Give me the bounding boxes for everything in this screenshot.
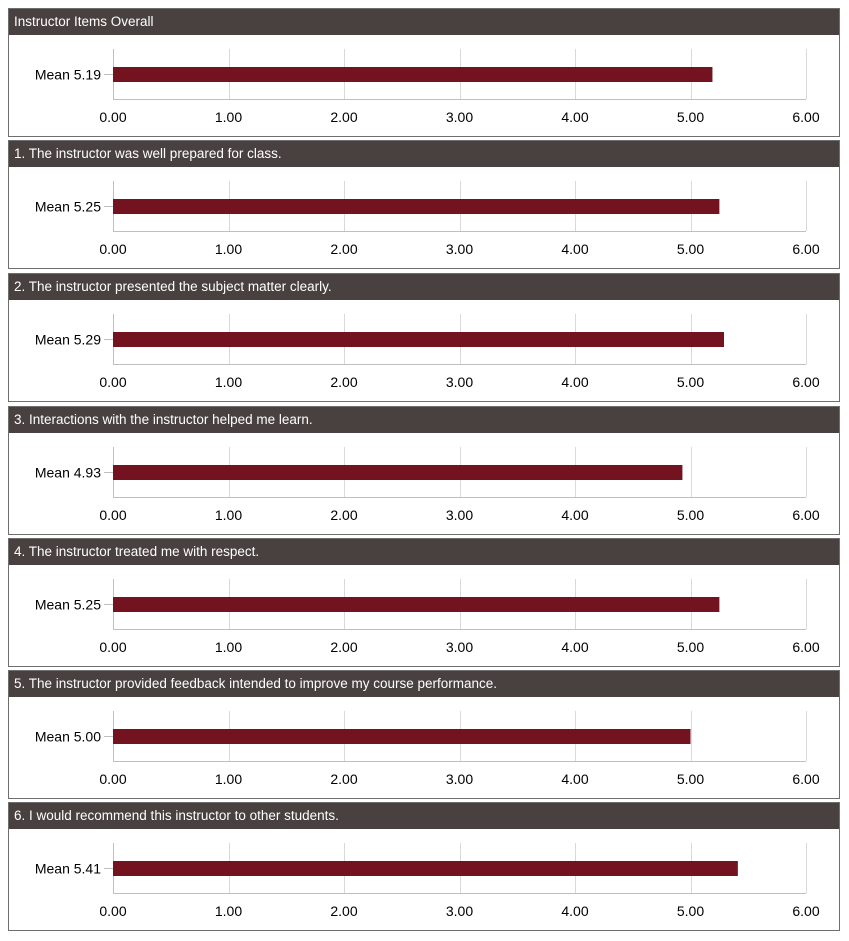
x-tick-label: 4.00	[561, 241, 588, 257]
chart-panel: 2. The instructor presented the subject …	[8, 273, 840, 402]
x-tick-label: 6.00	[792, 903, 819, 919]
x-tick-label: 5.00	[677, 639, 704, 655]
x-tick-label: 4.00	[561, 374, 588, 390]
x-tick-label: 6.00	[792, 639, 819, 655]
bar	[113, 67, 713, 82]
x-tick-label: 1.00	[215, 771, 242, 787]
x-tick-label: 4.00	[561, 639, 588, 655]
bar-chart: 0.00 1.00 2.00 3.00 4.00 5.00 6.00 Mean 5.25	[35, 181, 820, 257]
x-tick-label: 0.00	[99, 109, 126, 125]
x-tick-label: 0.00	[99, 771, 126, 787]
x-tick-label: 0.00	[99, 507, 126, 523]
chart-title: 5. The instructor provided feedback inte…	[9, 671, 839, 697]
x-tick-label: 6.00	[792, 374, 819, 390]
bar-chart: 0.00 1.00 2.00 3.00 4.00 5.00 6.00 Mean 5.41	[35, 843, 820, 919]
chart-panel: 4. The instructor treated me with respec…	[8, 538, 840, 667]
x-tick-label: 0.00	[99, 903, 126, 919]
x-tick-label: 0.00	[99, 639, 126, 655]
chart-panel: 1. The instructor was well prepared for …	[8, 140, 840, 269]
x-tick-label: 1.00	[215, 374, 242, 390]
chart-title: 1. The instructor was well prepared for …	[9, 141, 839, 167]
bar-chart: 0.00 1.00 2.00 3.00 4.00 5.00 6.00 Mean 5.25	[35, 579, 820, 655]
category-label: Mean 5.00	[35, 729, 101, 745]
category-label: Mean 5.25	[35, 597, 101, 613]
chart-panel: 5. The instructor provided feedback inte…	[8, 670, 840, 799]
bar-chart: 0.00 1.00 2.00 3.00 4.00 5.00 6.00 Mean 4.93	[35, 447, 820, 523]
x-tick-label: 2.00	[330, 374, 357, 390]
x-tick-label: 1.00	[215, 109, 242, 125]
x-tick-label: 0.00	[99, 241, 126, 257]
bar	[113, 729, 691, 744]
bar	[113, 465, 683, 480]
x-tick-label: 2.00	[330, 507, 357, 523]
x-tick-label: 5.00	[677, 903, 704, 919]
x-tick-label: 5.00	[677, 109, 704, 125]
x-tick-label: 6.00	[792, 771, 819, 787]
x-tick-label: 1.00	[215, 903, 242, 919]
x-tick-label: 4.00	[561, 903, 588, 919]
x-tick-label: 4.00	[561, 109, 588, 125]
chart-title: 3. Interactions with the instructor help…	[9, 407, 839, 433]
x-tick-label: 6.00	[792, 241, 819, 257]
chart-title: Instructor Items Overall	[9, 9, 839, 35]
x-tick-label: 3.00	[446, 903, 473, 919]
category-label: Mean 5.29	[35, 332, 101, 348]
bar-chart: 0.00 1.00 2.00 3.00 4.00 5.00 6.00 Mean 5.29	[35, 314, 820, 390]
x-tick-label: 2.00	[330, 903, 357, 919]
chart-panel: Instructor Items Overall 0.00 1.00 2.00 3.0…	[8, 8, 840, 137]
x-tick-label: 5.00	[677, 241, 704, 257]
bar-chart: 0.00 1.00 2.00 3.00 4.00 5.00 6.00 Mean 5.00	[35, 711, 820, 787]
bar	[113, 199, 720, 214]
x-tick-label: 2.00	[330, 771, 357, 787]
bar-chart: 0.00 1.00 2.00 3.00 4.00 5.00 6.00 Mean 5.19	[35, 49, 820, 125]
chart-title: 4. The instructor treated me with respec…	[9, 539, 839, 565]
category-label: Mean 5.41	[35, 861, 101, 877]
chart-panel: 6. I would recommend this instructor to …	[8, 802, 840, 931]
category-label: Mean 5.19	[35, 67, 101, 83]
x-tick-label: 5.00	[677, 771, 704, 787]
x-tick-label: 3.00	[446, 241, 473, 257]
x-tick-label: 2.00	[330, 241, 357, 257]
x-tick-label: 1.00	[215, 639, 242, 655]
x-tick-label: 3.00	[446, 374, 473, 390]
x-tick-label: 2.00	[330, 109, 357, 125]
bar	[113, 597, 720, 612]
x-tick-label: 6.00	[792, 507, 819, 523]
chart-title: 2. The instructor presented the subject …	[9, 274, 839, 300]
category-label: Mean 4.93	[35, 465, 101, 481]
x-tick-label: 3.00	[446, 639, 473, 655]
x-tick-label: 5.00	[677, 374, 704, 390]
x-tick-label: 2.00	[330, 639, 357, 655]
x-tick-label: 0.00	[99, 374, 126, 390]
x-tick-label: 4.00	[561, 507, 588, 523]
category-label: Mean 5.25	[35, 199, 101, 215]
x-tick-label: 1.00	[215, 241, 242, 257]
chart-panel: 3. Interactions with the instructor help…	[8, 406, 840, 535]
x-tick-label: 6.00	[792, 109, 819, 125]
chart-title: 6. I would recommend this instructor to …	[9, 803, 839, 829]
x-tick-label: 3.00	[446, 507, 473, 523]
x-tick-label: 1.00	[215, 507, 242, 523]
x-tick-label: 4.00	[561, 771, 588, 787]
x-tick-label: 3.00	[446, 771, 473, 787]
x-tick-label: 3.00	[446, 109, 473, 125]
x-tick-label: 5.00	[677, 507, 704, 523]
bar	[113, 861, 738, 876]
bar	[113, 332, 724, 347]
